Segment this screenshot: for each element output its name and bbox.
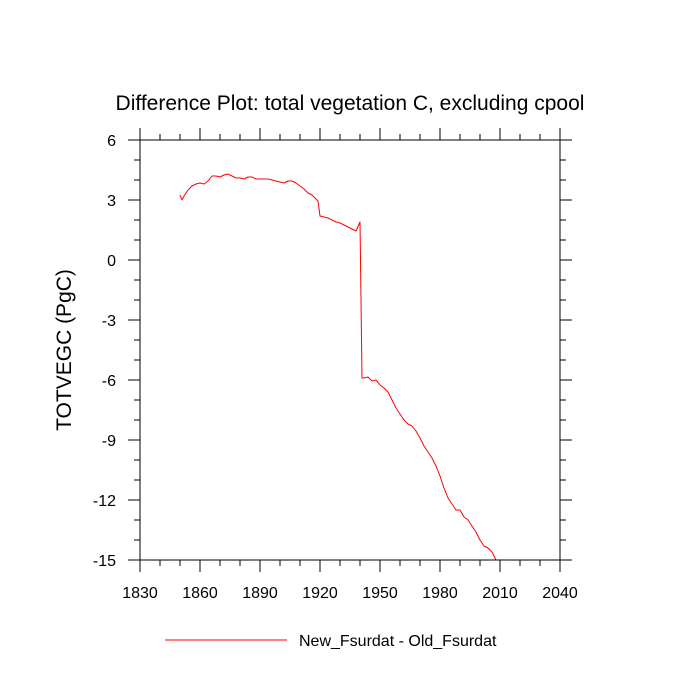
series-line-new-fsurdat-minus-old-fsurdat [179,173,497,560]
x-tick-label: 1830 [122,585,158,602]
x-tick-label: 1860 [182,585,218,602]
y-tick-label: -15 [93,553,116,570]
legend: New_Fsurdat - Old_Fsurdat [165,633,497,650]
legend-label-new-fsurdat: New_Fsurdat - Old_Fsurdat [299,633,497,650]
x-tick-label: 2010 [482,585,518,602]
tick-labels: 1830 1860 1890 1920 1950 1980 2010 2040 6 3 0 -3 -6 -… [93,133,578,602]
axis-ticks [128,128,572,572]
y-tick-label: -9 [102,433,116,450]
x-tick-label: 1890 [242,585,278,602]
plot-frame [139,139,561,561]
y-tick-label: 3 [107,193,116,210]
y-axis-label: TOTVEGC (PgC) [53,269,76,431]
chart-title: Difference Plot: total vegetation C, exc… [116,92,585,115]
x-tick-label: 1920 [302,585,338,602]
y-tick-label: -12 [93,493,116,510]
plot-data-area [179,173,497,560]
y-tick-label: -6 [102,373,116,390]
y-tick-label: 6 [107,133,116,150]
series-group [179,173,497,560]
y-tick-label: 0 [107,253,116,270]
x-tick-label: 1950 [362,585,398,602]
x-tick-label: 1980 [422,585,458,602]
y-tick-label: -3 [102,313,116,330]
x-tick-label: 2040 [542,585,578,602]
